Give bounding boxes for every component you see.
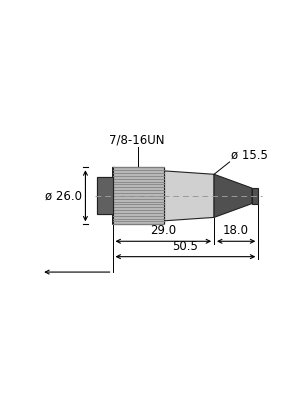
Polygon shape <box>112 167 214 224</box>
Text: 18.0: 18.0 <box>223 224 249 238</box>
Polygon shape <box>214 174 252 218</box>
Text: 29.0: 29.0 <box>150 224 176 238</box>
Polygon shape <box>252 188 258 204</box>
Text: 50.5: 50.5 <box>173 240 198 253</box>
Text: ø 15.5: ø 15.5 <box>231 148 268 161</box>
Polygon shape <box>112 167 164 224</box>
Text: 7/8-16UN: 7/8-16UN <box>109 134 164 146</box>
Text: ø 26.0: ø 26.0 <box>45 189 82 202</box>
Polygon shape <box>97 177 112 214</box>
Polygon shape <box>97 177 112 214</box>
Polygon shape <box>112 167 164 224</box>
